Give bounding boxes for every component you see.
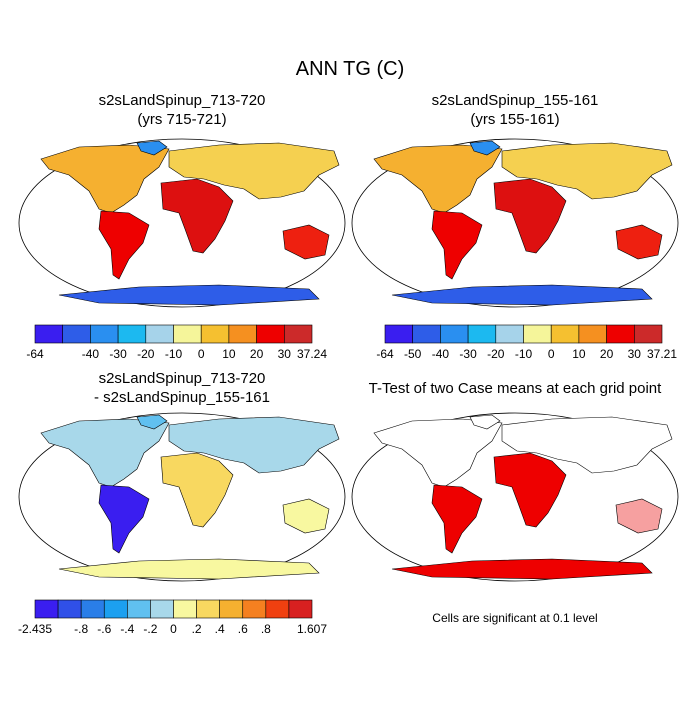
colorbar-label: -30	[109, 347, 127, 361]
colorbar-box	[127, 599, 151, 619]
colorbar-label: -10	[515, 347, 533, 361]
colorbar-box	[103, 599, 128, 619]
colorbar-label: 37.21	[647, 347, 677, 361]
colorbar-box	[440, 324, 469, 344]
colorbar-box	[633, 324, 663, 344]
colorbar-box	[219, 599, 244, 619]
colorbar-box	[173, 324, 202, 344]
colorbar-label: .2	[192, 622, 202, 636]
colorbar-label: -20	[487, 347, 505, 361]
colorbar-label: 37.24	[297, 347, 327, 361]
colorbar-label: -40	[432, 347, 450, 361]
colorbar-box	[242, 599, 267, 619]
colorbar-box	[80, 599, 105, 619]
colorbar-label: -.8	[74, 622, 88, 636]
map	[18, 138, 346, 308]
colorbar-box	[117, 324, 147, 344]
colorbar-label: 0	[198, 347, 205, 361]
map	[18, 412, 346, 582]
colorbar-box	[495, 324, 524, 344]
colorbar-label: 0	[170, 622, 177, 636]
colorbar-label: 1.607	[297, 622, 327, 636]
panel-title: s2sLandSpinup_155-161	[432, 92, 599, 109]
colorbar-box	[173, 599, 197, 619]
panel-title: (yrs 155-161)	[470, 111, 559, 128]
colorbar-box	[265, 599, 290, 619]
colorbar-label: 30	[628, 347, 642, 361]
colorbar-label: .8	[261, 622, 271, 636]
colorbar-label: -.4	[120, 622, 134, 636]
colorbar-box	[34, 599, 59, 619]
figure-title: ANN TG (C)	[296, 58, 405, 80]
colorbar-label: -64	[26, 347, 44, 361]
colorbar-box	[200, 324, 230, 344]
panel-title: s2sLandSpinup_713-720	[99, 92, 266, 109]
colorbar-box	[34, 324, 64, 344]
colorbar-box	[62, 324, 91, 344]
colorbar-label: 10	[222, 347, 236, 361]
colorbar-box	[145, 324, 174, 344]
colorbar-box	[283, 324, 313, 344]
colorbar-label: -50	[404, 347, 422, 361]
colorbar-label: 10	[572, 347, 586, 361]
colorbar-label: 20	[250, 347, 264, 361]
panel-title: T-Test of two Case means at each grid po…	[369, 380, 662, 397]
colorbar-label: 30	[278, 347, 292, 361]
colorbar-box	[606, 324, 635, 344]
map	[351, 138, 679, 308]
colorbar-label: .4	[215, 622, 225, 636]
panel-title: (yrs 715-721)	[137, 111, 226, 128]
colorbar-box	[150, 599, 174, 619]
colorbar-box	[578, 324, 607, 344]
colorbar-label: -2.435	[18, 622, 52, 636]
colorbar-box	[467, 324, 497, 344]
colorbar-label: -30	[459, 347, 477, 361]
map	[351, 412, 679, 582]
colorbar-box	[288, 599, 313, 619]
colorbar-box	[384, 324, 414, 344]
panel-title: s2sLandSpinup_713-720	[99, 370, 266, 387]
colorbar-label: .6	[238, 622, 248, 636]
colorbar-box	[57, 599, 82, 619]
colorbar-box	[228, 324, 257, 344]
colorbar-label: -.2	[143, 622, 157, 636]
colorbar-box	[412, 324, 441, 344]
colorbar-label: -10	[165, 347, 183, 361]
colorbar-label: -20	[137, 347, 155, 361]
colorbar-label: -64	[376, 347, 394, 361]
colorbar-label: -.6	[97, 622, 111, 636]
colorbar-box	[90, 324, 119, 344]
colorbar-box	[196, 599, 220, 619]
colorbar-box	[550, 324, 580, 344]
colorbar-label: 20	[600, 347, 614, 361]
colorbar-label: 0	[548, 347, 555, 361]
colorbar-box	[523, 324, 552, 344]
colorbar-label: -40	[82, 347, 100, 361]
panel-title: - s2sLandSpinup_155-161	[94, 389, 270, 406]
colorbar-box	[256, 324, 285, 344]
note: Cells are significant at 0.1 level	[432, 611, 597, 625]
